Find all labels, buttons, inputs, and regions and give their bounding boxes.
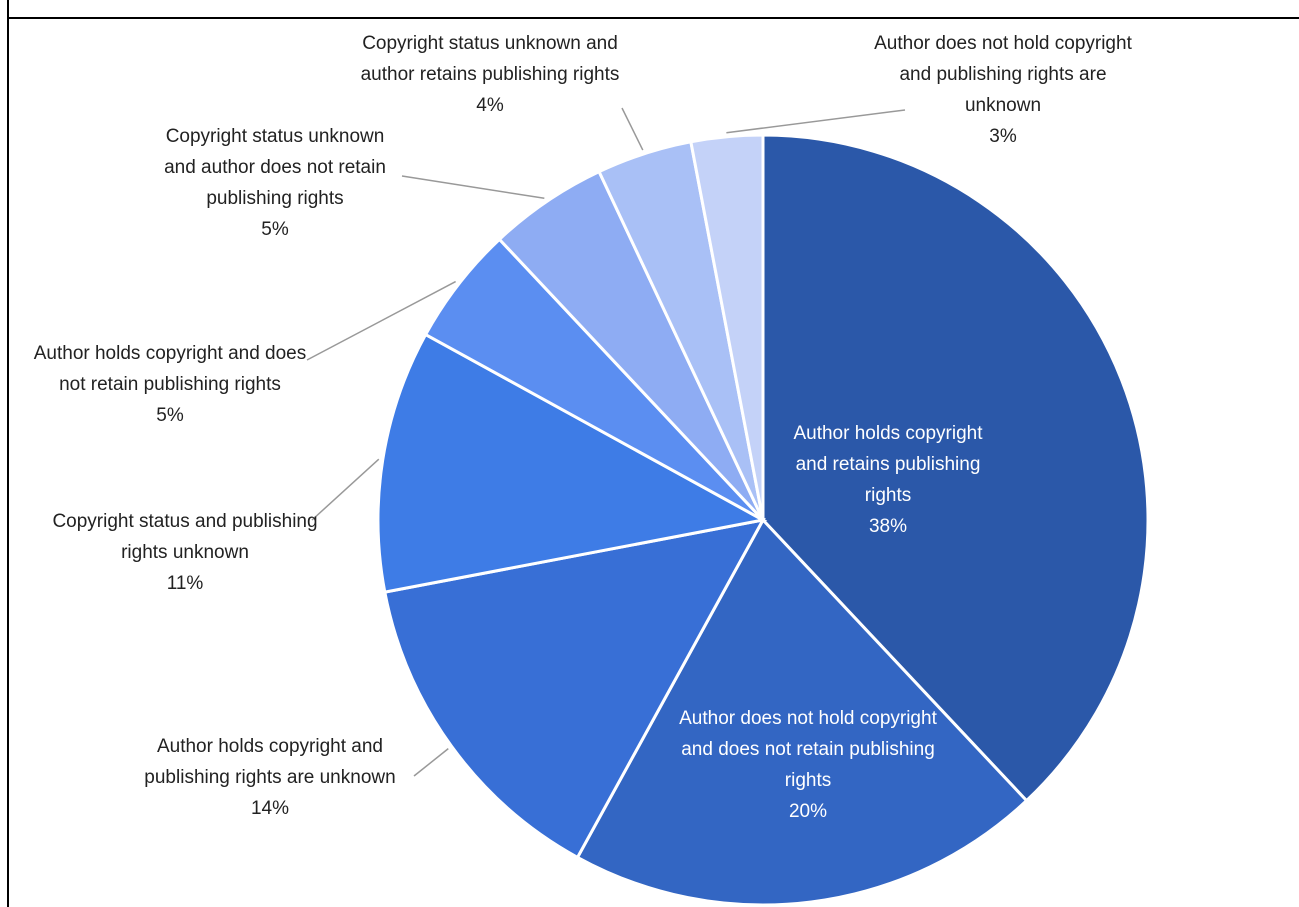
slice-label-box: Author holds copyright and publishing ri…: [120, 731, 420, 824]
percent-label: 14%: [250, 798, 290, 819]
slice-label: Author holds copyright and publishing ri…: [120, 731, 420, 824]
percent-label: 4%: [476, 95, 504, 116]
leader-line: [726, 109, 906, 134]
slice-label-box: Copyright status and publishing rights u…: [50, 506, 320, 599]
percent-label: 5%: [261, 219, 289, 240]
category-label: Author does not hold copyright and does …: [679, 708, 937, 791]
category-label: Copyright status unknown and author reta…: [360, 33, 620, 85]
slice-label-box: Author holds copyright and does not reta…: [20, 338, 320, 431]
slice-label: Author holds copyright and does not reta…: [20, 338, 320, 431]
leader-line: [621, 107, 644, 151]
leader-line: [306, 280, 456, 361]
category-label: Author holds copyright and retains publi…: [793, 423, 983, 506]
percent-label: 20%: [788, 801, 828, 822]
slice-label: Author does not hold copyright and publi…: [863, 28, 1143, 152]
slice-label: Copyright status unknown and author does…: [150, 121, 400, 245]
leader-line: [401, 175, 545, 200]
leader-line: [413, 748, 449, 777]
slice-label: Copyright status unknown and author reta…: [358, 28, 623, 121]
category-label: Copyright status unknown and author does…: [164, 126, 386, 209]
pie-slice: [575, 517, 1029, 907]
slice-label-box: Author holds copyright and retains publi…: [793, 418, 983, 542]
percent-label: 11%: [166, 573, 204, 594]
slice-label-box: Author does not hold copyright and publi…: [863, 28, 1143, 152]
category-label: Author holds copyright and does not reta…: [33, 343, 307, 395]
category-label: Author holds copyright and publishing ri…: [144, 736, 396, 788]
slice-label-box: Author does not hold copyright and does …: [663, 703, 953, 827]
percent-label: 5%: [156, 405, 184, 426]
slice-label: Author holds copyright and retains publi…: [793, 418, 983, 542]
pie-slice: [376, 332, 768, 594]
pie-slice: [761, 133, 1150, 803]
pie-slice: [689, 133, 765, 521]
category-label: Author does not hold copyright and publi…: [874, 33, 1132, 116]
slice-label-box: Copyright status unknown and author does…: [150, 121, 400, 245]
pie-slice: [383, 517, 766, 860]
percent-label: 38%: [868, 516, 908, 537]
slice-label: Copyright status and publishing rights u…: [50, 506, 320, 599]
slice-label-box: Copyright status unknown and author reta…: [358, 28, 623, 121]
leader-line: [311, 458, 380, 521]
slice-label: Author does not hold copyright and does …: [663, 703, 953, 827]
percent-label: 3%: [989, 126, 1017, 147]
category-label: Copyright status and publishing rights u…: [52, 511, 318, 563]
